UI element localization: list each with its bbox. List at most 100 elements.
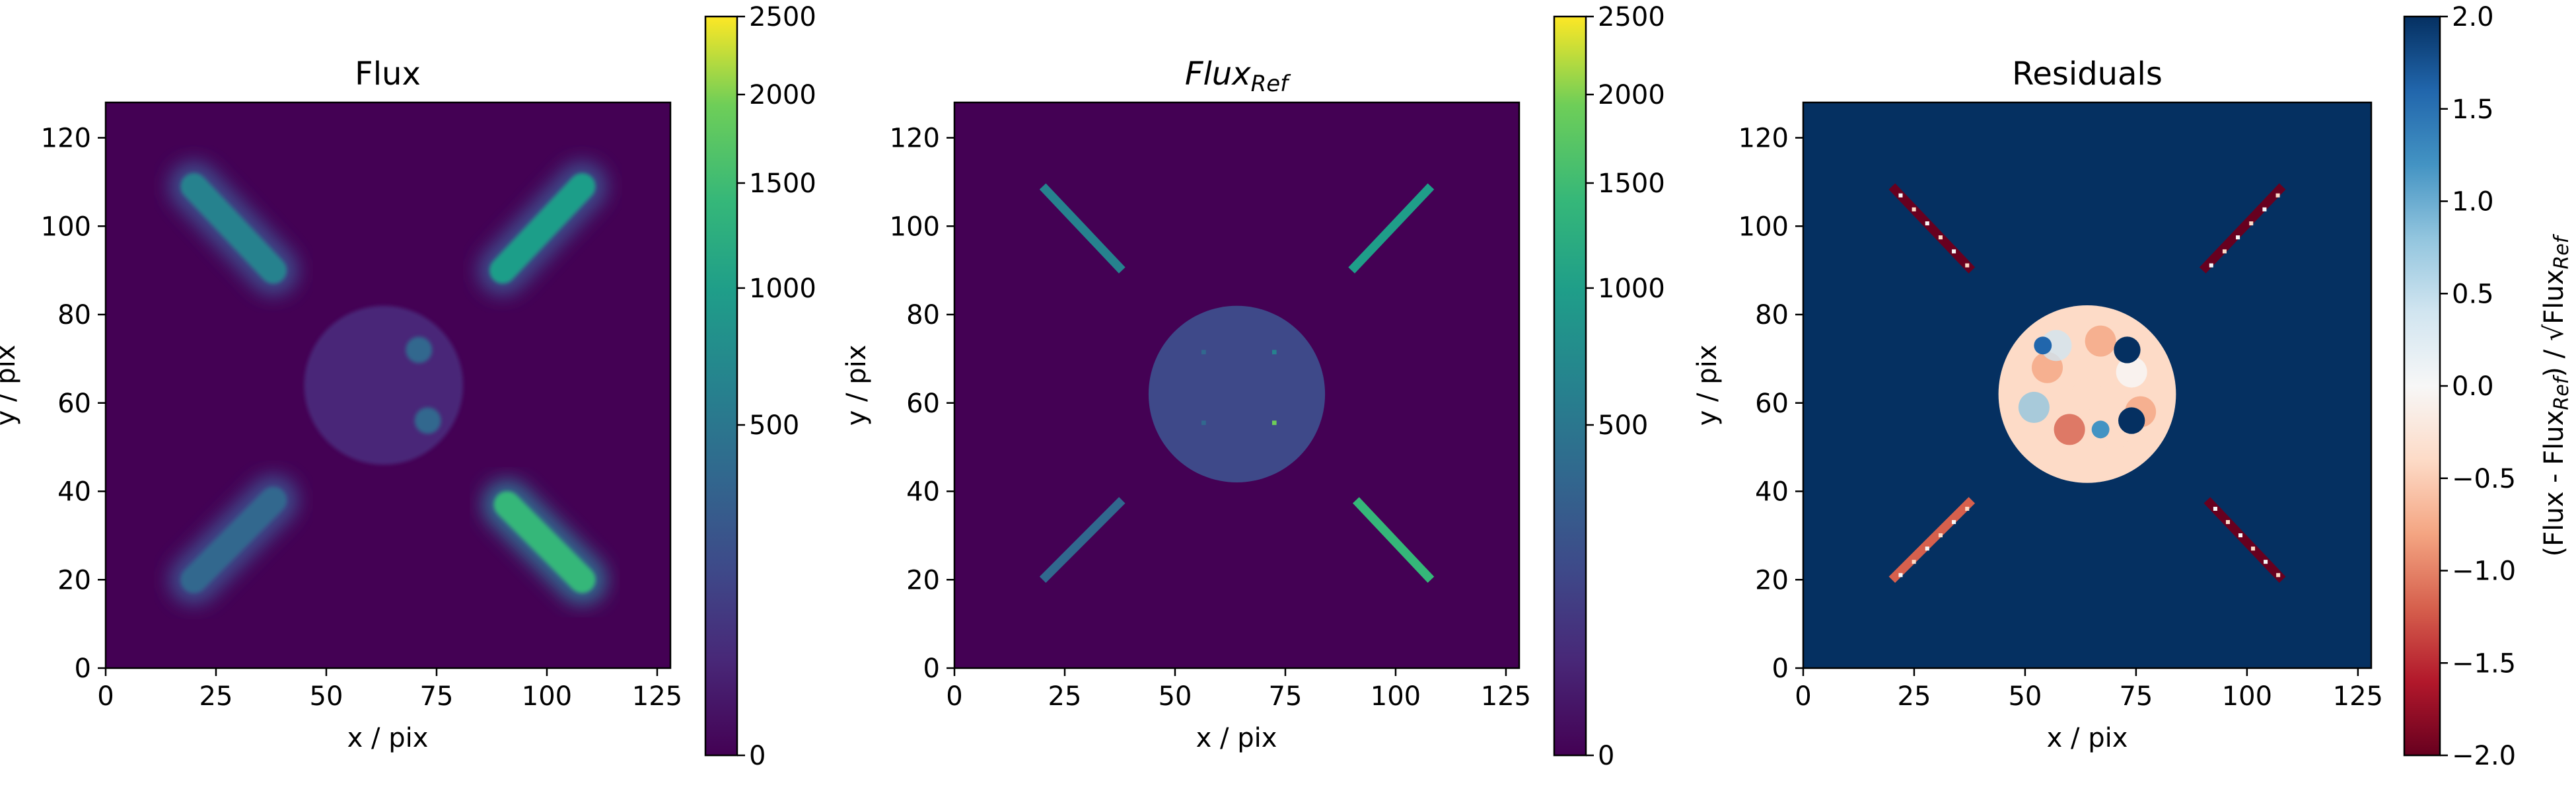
colorbar-tick-label: −1.0 <box>2452 556 2516 587</box>
line-source <box>180 173 287 284</box>
colorbar-tick-label: 2.0 <box>2452 2 2494 32</box>
colorbar-tick-label: 0.5 <box>2452 279 2494 309</box>
residual-pixel <box>1912 207 1916 211</box>
image-features <box>168 161 608 605</box>
colorbar-tick-label: −0.5 <box>2452 464 2516 494</box>
residual-pixel <box>2209 263 2213 268</box>
x-tick-label: 50 <box>2008 681 2042 712</box>
residual-mottle <box>2116 356 2147 388</box>
image-features <box>1039 183 1435 583</box>
y-tick-label: 0 <box>1772 654 1789 684</box>
x-axis-label: x / pix <box>1196 723 1277 753</box>
colorbar-tick-label: 2500 <box>1598 2 1665 32</box>
line-source <box>180 486 287 593</box>
y-tick-label: 40 <box>1755 477 1789 508</box>
colorbar-label: (Flux - FluxRef) / √FluxRef <box>2539 233 2573 556</box>
point-source <box>1201 420 1206 426</box>
residual-pixel <box>2213 506 2217 511</box>
compact-source <box>414 407 441 434</box>
panel-title: Flux <box>355 56 421 93</box>
residual-pixel <box>1898 573 1903 578</box>
y-tick-label: 80 <box>57 300 91 330</box>
residual-pixel <box>2275 193 2280 198</box>
y-tick-label: 100 <box>41 211 91 242</box>
line-source <box>2203 497 2286 583</box>
y-axis-label: y / pix <box>0 345 21 426</box>
disk-source <box>304 305 464 465</box>
title-main: Flux <box>1185 56 1251 93</box>
y-tick-label: 20 <box>57 565 91 595</box>
panel-title: Residuals <box>2012 56 2163 93</box>
residual-pixel <box>2251 547 2256 551</box>
residual-pixel <box>1925 221 1929 226</box>
colorbar <box>1553 15 1587 757</box>
point-source <box>1271 420 1277 426</box>
colorbar-tick-label: 1500 <box>1598 169 1665 199</box>
plot-frame <box>953 101 1521 669</box>
x-tick-label: 125 <box>1481 681 1531 712</box>
y-tick-label: 0 <box>75 654 91 684</box>
line-source <box>1039 183 1126 274</box>
x-tick-label: 0 <box>97 681 114 712</box>
line-source <box>489 173 596 284</box>
disk-source <box>1148 305 1326 482</box>
panel-title: FluxRef <box>1185 56 1291 97</box>
line-source <box>493 491 596 593</box>
residual-pixel <box>1938 533 1943 538</box>
line-source <box>1888 183 1976 274</box>
x-tick-label: 125 <box>2333 681 2383 712</box>
colorbar-tick-label: 500 <box>1598 410 1648 441</box>
flux-ref-panel: FluxRef 0 25 50 75 100 125 0 20 40 60 80 100 120 x /… <box>841 2 1665 771</box>
y-tick-label: 20 <box>906 565 940 595</box>
x-tick-label: 75 <box>2119 681 2153 712</box>
y-tick-label: 20 <box>1755 565 1789 595</box>
residual-pixel <box>2225 519 2231 525</box>
x-tick-label: 100 <box>1371 681 1421 712</box>
compact-source <box>2034 336 2052 355</box>
colorbar-tick-label: 2500 <box>749 2 816 32</box>
x-tick-label: 50 <box>310 681 343 712</box>
y-tick-label: 40 <box>906 477 940 508</box>
x-tick-label: 25 <box>1898 681 1931 712</box>
x-tick-label: 50 <box>1159 681 1192 712</box>
residual-pixel <box>2264 560 2268 564</box>
x-tick-label: 25 <box>199 681 233 712</box>
axis-ticks: 0 25 50 75 100 125 0 20 40 60 80 100 120 <box>41 124 683 712</box>
residual-pixel <box>1898 193 1903 198</box>
colorbar-tick-label: 1500 <box>749 169 816 199</box>
y-tick-label: 120 <box>890 124 940 154</box>
line-source <box>2199 183 2286 274</box>
line-source <box>1039 497 1126 583</box>
y-tick-label: 80 <box>906 300 940 330</box>
colorbar-tick-label: 0.0 <box>2452 371 2494 402</box>
point-source <box>1201 350 1206 355</box>
x-tick-label: 125 <box>632 681 682 712</box>
colorbar-tick-label: 1000 <box>749 274 816 304</box>
x-tick-label: 0 <box>946 681 962 712</box>
residual-pixel <box>2238 533 2243 538</box>
residual-mottle <box>2085 325 2116 357</box>
x-tick-label: 75 <box>1269 681 1303 712</box>
plot-frame <box>104 101 672 669</box>
residual-mottle <box>2040 330 2072 361</box>
x-tick-label: 25 <box>1048 681 1082 712</box>
colorbar-tick-label: 1000 <box>1598 274 1665 304</box>
y-tick-label: 0 <box>923 654 940 684</box>
point-source <box>1271 350 1277 355</box>
compact-source <box>2114 336 2141 363</box>
residual-pixel <box>2249 221 2254 226</box>
colorbar-tick-label: 1.5 <box>2452 94 2494 125</box>
y-tick-label: 80 <box>1755 300 1789 330</box>
residual-pixel <box>2262 207 2267 211</box>
colorbar-tick-label: 0 <box>1598 741 1614 771</box>
residual-mottle <box>2018 391 2050 423</box>
x-tick-label: 100 <box>522 681 572 712</box>
x-tick-label: 100 <box>2222 681 2272 712</box>
colorbar-tick-label: 2000 <box>749 80 816 110</box>
colorbar-tick-label: −2.0 <box>2452 741 2516 771</box>
residual-pixel <box>2222 249 2227 254</box>
colorbar <box>704 15 738 757</box>
colorbar-tick-label: 2000 <box>1598 80 1665 110</box>
y-tick-label: 60 <box>906 389 940 419</box>
